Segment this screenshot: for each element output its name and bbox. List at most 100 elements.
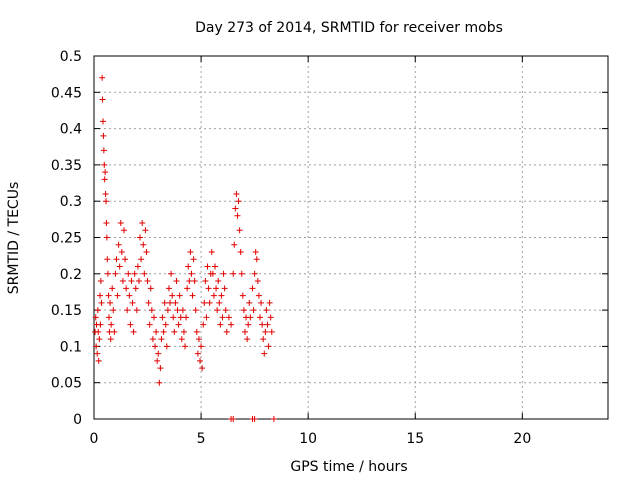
data-point xyxy=(140,241,147,248)
data-point xyxy=(186,278,193,285)
data-point xyxy=(125,270,132,277)
data-point xyxy=(101,161,108,168)
data-point xyxy=(245,321,252,328)
data-point xyxy=(157,365,164,372)
data-point xyxy=(174,307,181,314)
data-point xyxy=(111,328,118,335)
data-point xyxy=(122,256,129,263)
y-tick-label: 0.2 xyxy=(60,267,82,283)
data-point xyxy=(266,299,273,306)
data-point xyxy=(161,299,168,306)
axis-ticks: 0 0.05 0.1 0.15 0.2 0.25 0.3 0.35 0.4 0.45 0.5 0 5 10… xyxy=(51,49,608,447)
data-point xyxy=(127,321,134,328)
data-point xyxy=(223,328,230,335)
data-point xyxy=(141,270,148,277)
data-point xyxy=(218,292,225,299)
data-point xyxy=(219,314,226,321)
data-point xyxy=(139,219,146,226)
data-point xyxy=(99,74,106,81)
data-point xyxy=(115,241,122,248)
data-point xyxy=(131,270,138,277)
data-point xyxy=(204,263,211,270)
data-point xyxy=(100,132,107,139)
data-point xyxy=(191,278,198,285)
data-point xyxy=(212,263,219,270)
data-point xyxy=(222,307,229,314)
y-tick-label: 0.25 xyxy=(51,231,82,247)
data-point xyxy=(220,270,227,277)
data-point xyxy=(163,343,170,350)
data-point xyxy=(234,212,241,219)
data-point xyxy=(177,314,184,321)
data-point xyxy=(135,278,142,285)
data-point xyxy=(113,256,120,263)
data-point xyxy=(230,270,237,277)
data-point xyxy=(209,270,216,277)
data-point xyxy=(142,227,149,234)
data-point xyxy=(97,321,104,328)
data-point xyxy=(104,270,111,277)
data-point xyxy=(206,299,213,306)
data-point xyxy=(195,336,202,343)
data-point xyxy=(96,336,103,343)
data-point xyxy=(129,299,136,306)
data-point xyxy=(260,336,267,343)
data-point xyxy=(114,292,121,299)
data-point xyxy=(259,321,266,328)
data-point xyxy=(99,96,106,103)
data-point xyxy=(200,321,207,328)
data-point xyxy=(124,307,131,314)
data-point xyxy=(199,365,206,372)
data-point xyxy=(197,357,204,364)
data-point xyxy=(171,328,178,335)
data-point xyxy=(265,343,272,350)
data-point xyxy=(232,205,239,212)
data-point xyxy=(241,328,248,335)
data-point xyxy=(108,321,115,328)
data-point xyxy=(117,219,124,226)
x-tick-label: 0 xyxy=(90,431,99,447)
data-point xyxy=(170,314,177,321)
data-point xyxy=(268,328,275,335)
data-point xyxy=(238,270,245,277)
data-point xyxy=(154,357,161,364)
y-tick-label: 0 xyxy=(73,412,82,428)
data-point xyxy=(255,292,262,299)
data-point xyxy=(155,350,162,357)
y-tick-label: 0.15 xyxy=(51,303,82,319)
data-point xyxy=(107,336,114,343)
data-point xyxy=(99,118,106,125)
data-point xyxy=(97,278,104,285)
y-tick-label: 0.4 xyxy=(60,122,82,138)
data-point xyxy=(180,328,187,335)
data-point xyxy=(179,307,186,314)
data-point xyxy=(270,416,277,422)
data-point xyxy=(258,299,265,306)
data-point xyxy=(158,336,165,343)
data-point xyxy=(107,299,114,306)
y-axis-label: SRMTID / TECUs xyxy=(6,182,22,295)
data-point xyxy=(156,379,163,386)
data-point xyxy=(144,278,151,285)
data-point xyxy=(240,307,247,314)
y-tick-label: 0.45 xyxy=(51,85,82,101)
data-point xyxy=(169,292,176,299)
data-points xyxy=(92,74,277,422)
data-point xyxy=(247,314,254,321)
data-point xyxy=(252,249,259,256)
data-point xyxy=(92,314,99,321)
data-point xyxy=(198,343,205,350)
data-point xyxy=(176,292,183,299)
data-point xyxy=(164,307,171,314)
data-point xyxy=(105,314,112,321)
data-point xyxy=(216,299,223,306)
data-point xyxy=(208,249,215,256)
data-point xyxy=(109,285,116,292)
data-point xyxy=(250,307,257,314)
data-point xyxy=(134,263,141,270)
data-point xyxy=(231,241,238,248)
data-point xyxy=(95,328,102,335)
data-point xyxy=(187,249,194,256)
data-point xyxy=(96,292,103,299)
